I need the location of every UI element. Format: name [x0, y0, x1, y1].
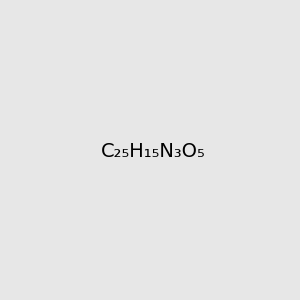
- Text: C₂₅H₁₅N₃O₅: C₂₅H₁₅N₃O₅: [101, 142, 206, 161]
